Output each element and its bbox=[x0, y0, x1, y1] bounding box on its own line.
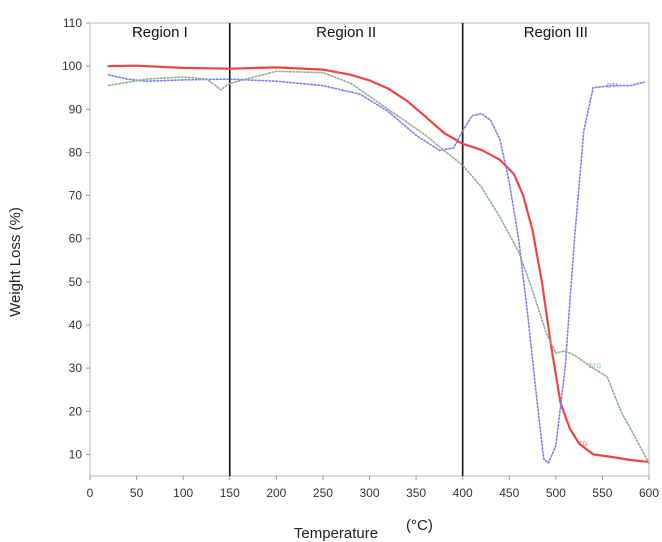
y-tick-label: 100 bbox=[62, 59, 82, 73]
x-tick-label: 600 bbox=[639, 486, 659, 500]
y-tick-label: 50 bbox=[69, 275, 83, 289]
series-line-dtg bbox=[107, 70, 650, 464]
series-label-dtg: DTG bbox=[588, 364, 601, 370]
series-lines bbox=[107, 64, 650, 464]
series-label-tg: TG bbox=[579, 442, 588, 448]
y-tick-label: 70 bbox=[69, 189, 83, 203]
x-tick-label: 550 bbox=[592, 486, 612, 500]
x-tick-label: 400 bbox=[453, 486, 473, 500]
x-tick-label: 50 bbox=[130, 486, 144, 500]
series-line-tg bbox=[107, 64, 649, 463]
y-tick-label: 80 bbox=[69, 145, 83, 159]
x-tick-label: 200 bbox=[266, 486, 286, 500]
region-boundaries bbox=[228, 23, 464, 476]
series-label-dta: DTA bbox=[607, 84, 619, 90]
x-tick-label: 150 bbox=[220, 486, 240, 500]
series-line-dta bbox=[107, 74, 646, 464]
y-tick-label: 20 bbox=[69, 404, 83, 418]
x-axis-ticks: 0 50 100 150 200 250 300 350 400 450 500 550 600 bbox=[87, 476, 659, 500]
region-label: Region II bbox=[316, 24, 376, 41]
x-tick-label: 350 bbox=[406, 486, 426, 500]
y-tick-label: 90 bbox=[69, 102, 83, 116]
x-tick-label: 0 bbox=[87, 486, 94, 500]
x-tick-label: 450 bbox=[499, 486, 519, 500]
x-axis-unit: (°C) bbox=[406, 517, 433, 534]
y-tick-label: 40 bbox=[69, 318, 83, 332]
y-tick-label: 30 bbox=[69, 361, 83, 375]
x-axis-label: Temperature bbox=[294, 525, 378, 542]
x-tick-label: 100 bbox=[173, 486, 193, 500]
region-labels: Region I Region II Region III bbox=[132, 24, 588, 41]
y-tick-label: 60 bbox=[69, 232, 83, 246]
y-axis-ticks: 10 20 30 40 50 60 70 80 90 100 110 bbox=[62, 16, 90, 461]
y-tick-label: 10 bbox=[69, 447, 83, 461]
y-axis-label: Weight Loss (%) bbox=[7, 207, 24, 317]
region-label: Region I bbox=[132, 24, 188, 41]
x-tick-label: 250 bbox=[313, 486, 333, 500]
x-tick-label: 500 bbox=[546, 486, 566, 500]
y-tick-label: 110 bbox=[63, 16, 82, 30]
region-label: Region III bbox=[524, 24, 588, 41]
x-tick-label: 300 bbox=[359, 486, 379, 500]
series-labels: TG DTA DTG bbox=[579, 84, 619, 448]
